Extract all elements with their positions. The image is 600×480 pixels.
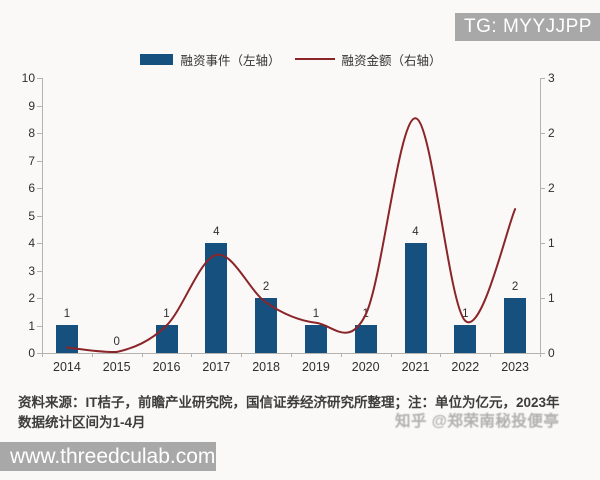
x-axis-tick	[490, 353, 492, 357]
bar-value-label-2015: 0	[113, 336, 120, 348]
x-axis-tick	[540, 353, 541, 357]
y-axis-left-tick	[37, 78, 42, 79]
y-axis-left-tick	[37, 188, 42, 189]
y-axis-left-label: 6	[28, 181, 35, 195]
bar-value-label-2018: 2	[262, 281, 270, 293]
bar-2019	[304, 325, 327, 353]
y-axis-right-label: 1	[548, 291, 555, 305]
y-axis-left-label: 10	[21, 71, 35, 85]
bar-value-label-2016: 1	[163, 308, 170, 320]
bar-2017	[205, 243, 228, 353]
y-axis-right-label: 2	[548, 181, 555, 195]
zhihu-watermark: 知乎 @郑荣南秘投便亭	[395, 413, 560, 430]
x-axis-label-2023: 2023	[501, 360, 529, 374]
tg-badge: TG: MYYJJPP	[455, 13, 600, 41]
y-axis-right-tick	[540, 78, 545, 79]
x-axis-tick	[91, 353, 93, 357]
chart-legend: 融资事件（左轴） 融资金额（右轴）	[42, 50, 540, 68]
y-axis-left-tick	[37, 298, 42, 299]
legend-line-swatch	[294, 58, 335, 60]
x-axis-label-2014: 2014	[53, 360, 81, 374]
y-axis-left-tick	[37, 243, 42, 244]
x-axis-label-2019: 2019	[301, 360, 330, 374]
x-axis-tick	[291, 353, 292, 357]
x-axis-label-2021: 2021	[401, 360, 430, 374]
y-axis-left-label: 7	[28, 153, 35, 168]
x-axis-label-2017: 2017	[202, 360, 231, 374]
bar-2020	[354, 325, 377, 353]
bar-2016	[155, 325, 178, 353]
bar-2018	[255, 298, 278, 353]
site-badge: www.threedculab.com	[0, 442, 216, 471]
legend-item-label: 融资金额（右轴）	[341, 53, 442, 68]
y-axis-left-label: 9	[28, 98, 35, 113]
y-axis-right-label: 0	[548, 346, 555, 360]
y-axis-left-label: 2	[28, 291, 35, 305]
x-axis-tick	[42, 353, 43, 357]
bar-value-label-2014: 1	[63, 308, 71, 320]
y-axis-right-tick	[540, 133, 545, 134]
y-axis-left-label: 8	[28, 126, 35, 140]
y-axis-left-tick	[37, 215, 42, 217]
x-axis-label-2018: 2018	[252, 360, 280, 374]
legend-item-line: 融资金额（右轴）	[294, 50, 442, 69]
bar-2014	[55, 325, 78, 353]
y-axis-left-tick	[37, 325, 42, 327]
legend-item-label: 融资事件（左轴）	[180, 53, 281, 68]
bar-2022	[454, 325, 477, 353]
y-axis-left-tick	[37, 353, 42, 354]
x-axis-tick	[191, 353, 193, 357]
y-axis-left-label: 3	[28, 263, 35, 278]
bar-value-label-2021: 4	[412, 226, 419, 238]
x-axis-label-2020: 2020	[351, 360, 380, 374]
combo-chart-plot-area: 0 1 2 3 4 5 6 7 8 9 10 0 1 1 2 2 3 2014 2015 2016 2017 2018 20…	[22, 71, 555, 374]
x-axis-tick	[440, 353, 442, 357]
y-axis-left-label: 4	[28, 236, 35, 250]
y-axis-left-label: 1	[28, 318, 35, 333]
x-axis-tick	[390, 353, 392, 357]
bar-value-label-2023: 2	[511, 281, 519, 293]
x-axis-label-2016: 2016	[152, 360, 181, 374]
y-axis-right-tick	[540, 188, 545, 189]
y-axis-left-tick	[37, 105, 42, 107]
legend-item-bar: 融资事件（左轴）	[140, 50, 281, 69]
bar-value-label-2019: 1	[312, 308, 320, 320]
y-axis-left-label: 5	[28, 208, 35, 223]
source-note: 资料来源：IT桔子，前瞻产业研究院，国信证券经济研究所整理；注：单位为亿元，20…	[18, 395, 560, 430]
y-axis-left-tick	[37, 160, 42, 162]
x-axis-label-2015: 2015	[102, 360, 131, 374]
y-axis-right-tick	[540, 298, 545, 299]
y-axis-right-label: 2	[548, 126, 555, 140]
y-axis-right-line	[540, 78, 541, 353]
y-axis-right-label: 3	[548, 71, 555, 85]
y-axis-right-label: 1	[548, 236, 555, 250]
x-axis-tick	[241, 353, 243, 357]
legend-bar-swatch	[140, 53, 174, 65]
bar-value-label-2022: 1	[462, 308, 469, 320]
bar-value-label-2017: 4	[213, 226, 220, 238]
y-axis-left-label: 0	[28, 346, 35, 360]
x-axis-tick	[340, 353, 342, 357]
bar-2021	[404, 243, 427, 353]
y-axis-right-tick	[540, 243, 545, 244]
line-series	[65, 117, 517, 354]
y-axis-right-tick	[540, 353, 545, 354]
y-axis-left-tick	[37, 133, 42, 134]
x-axis-label-2022: 2022	[451, 360, 480, 374]
y-axis-left-line	[42, 78, 43, 353]
bar-2023	[504, 298, 527, 353]
line-series-path	[65, 117, 517, 354]
y-axis-left-tick	[37, 270, 42, 272]
x-axis-tick	[141, 353, 143, 357]
